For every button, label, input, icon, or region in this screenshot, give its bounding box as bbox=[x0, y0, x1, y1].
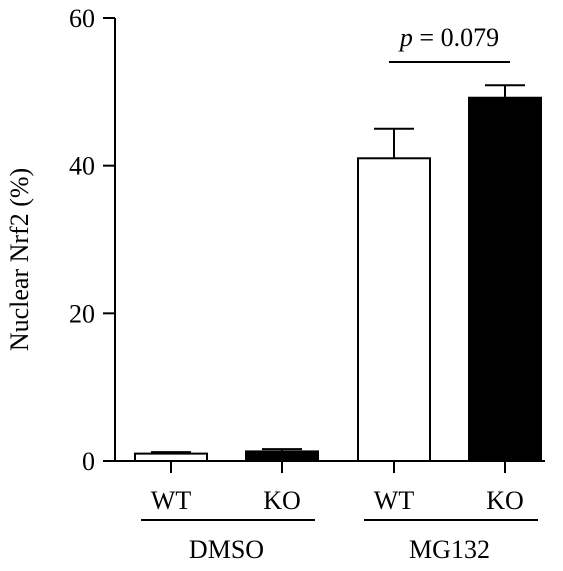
p-symbol: p bbox=[398, 23, 413, 52]
y-tick-label: 40 bbox=[69, 152, 95, 181]
group-labels: DMSO MG132 bbox=[141, 519, 538, 564]
x-axis bbox=[115, 460, 545, 473]
p-value: = 0.079 bbox=[413, 23, 499, 52]
category-labels: WT KO WT KO bbox=[151, 486, 524, 515]
group-label: MG132 bbox=[409, 535, 490, 564]
group-label: DMSO bbox=[189, 535, 264, 564]
y-axis: 0 20 40 60 bbox=[69, 4, 116, 476]
bars bbox=[134, 96, 542, 463]
y-tick-label: 60 bbox=[69, 4, 95, 33]
bar-wt-mg132 bbox=[357, 157, 431, 463]
x-tick-label: WT bbox=[151, 486, 192, 515]
y-axis-label: Nuclear Nrf2 (%) bbox=[5, 168, 34, 351]
bar-ko-mg132 bbox=[468, 96, 542, 463]
bar-ko-dmso bbox=[245, 450, 319, 463]
significance-annotation: p = 0.079 bbox=[389, 23, 510, 63]
y-tick-label: 0 bbox=[82, 447, 95, 476]
y-tick-label: 20 bbox=[69, 299, 95, 328]
p-value-label: p = 0.079 bbox=[398, 23, 499, 52]
x-tick-label: WT bbox=[374, 486, 415, 515]
bar-wt-dmso bbox=[134, 452, 208, 463]
x-tick-label: KO bbox=[263, 486, 301, 515]
x-tick-label: KO bbox=[486, 486, 524, 515]
error-bars bbox=[151, 84, 525, 454]
